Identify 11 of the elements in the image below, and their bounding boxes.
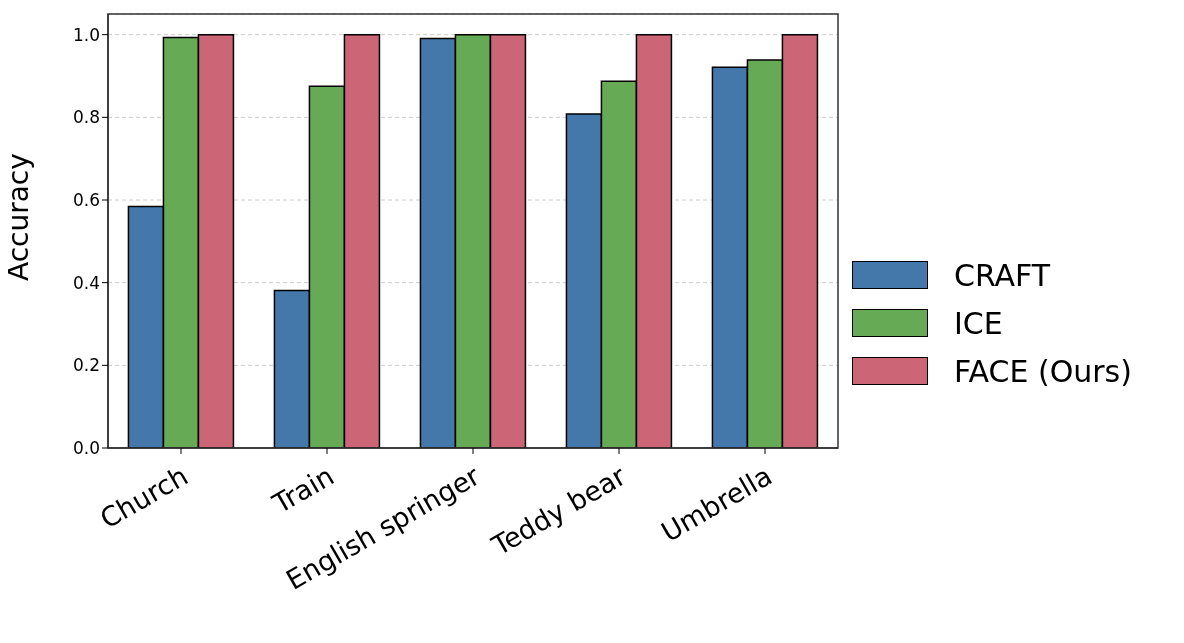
y-tick-label: 0.0	[72, 438, 100, 459]
legend-label: CRAFT	[954, 257, 1051, 293]
y-tick-label: 0.4	[72, 272, 100, 293]
y-axis-title: Accuracy	[1, 153, 35, 281]
y-tick-label: 0.8	[72, 107, 100, 128]
y-tick-label: 0.6	[72, 190, 100, 211]
y-tick-label: 1.0	[72, 24, 100, 45]
legend-label: FACE (Ours)	[954, 353, 1132, 389]
y-tick-label: 0.2	[72, 355, 100, 376]
legend-label: ICE	[954, 305, 1003, 341]
x-tick-label: Train	[266, 459, 339, 520]
